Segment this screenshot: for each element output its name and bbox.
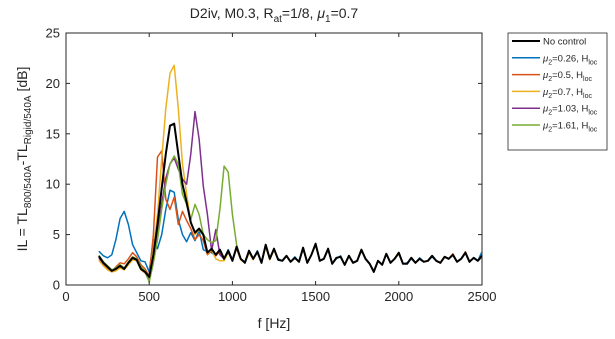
title-subscript: at <box>274 14 283 25</box>
legend-label: No control <box>543 37 586 48</box>
legend-mu-sub: 2 <box>548 59 552 66</box>
title-mu: μ <box>316 5 325 21</box>
legend-label: μ2=0.7, Hloc <box>542 87 592 100</box>
x-tick-label: 1500 <box>301 289 330 304</box>
legend-mu-sub: 2 <box>548 110 552 117</box>
x-tick-label: 2500 <box>468 289 497 304</box>
y-tick-label: 0 <box>53 278 60 293</box>
title-part: =1/8, <box>282 5 317 21</box>
x-tick-label: 1000 <box>218 289 247 304</box>
y-label-part: IL = TL <box>14 208 30 251</box>
legend-loc-sub: loc <box>588 110 597 117</box>
x-tick-label: 500 <box>138 289 160 304</box>
y-label-part: [dB] <box>14 67 30 96</box>
series-group <box>98 64 482 283</box>
y-tick-label: 25 <box>46 26 60 41</box>
y-tick-label: 5 <box>53 227 60 242</box>
title-part: =0.7 <box>331 5 359 21</box>
legend-item: μ2=0.26, Hloc <box>512 53 598 66</box>
legend-loc-sub: loc <box>583 76 592 83</box>
legend-mu: μ <box>542 53 549 64</box>
legend-text: =0.7, H <box>552 87 583 98</box>
y-label-subscript: 800/540A <box>23 165 34 208</box>
y-axis-ticks: 0 5 10 15 20 25 <box>46 26 482 293</box>
legend-label: μ2=1.61, Hloc <box>542 121 598 134</box>
x-axis-label: f [Hz] <box>258 315 291 331</box>
y-tick-label: 20 <box>46 76 60 91</box>
legend-mu: μ <box>542 70 549 81</box>
y-tick-label: 15 <box>46 126 60 141</box>
legend-label: μ2=0.26, Hloc <box>542 53 598 66</box>
y-axis-label: IL = TL800/540A-TLRigid/540A [dB] <box>14 67 34 252</box>
y-label-part: -TL <box>14 144 30 165</box>
series-line-0 <box>98 122 482 278</box>
legend-loc-sub: loc <box>588 127 597 134</box>
legend-text: =0.26, H <box>552 53 588 64</box>
x-axis-ticks: 0 500 1000 1500 2000 2500 <box>62 33 496 304</box>
title-subscript: 1 <box>325 14 331 25</box>
legend-label: μ2=0.5, Hloc <box>542 70 592 83</box>
title-part: D2iv, M0.3, R <box>190 5 274 21</box>
legend-item: μ2=1.61, Hloc <box>512 121 598 134</box>
legend-item: μ2=0.7, Hloc <box>512 87 592 100</box>
plot-area <box>65 32 483 286</box>
legend-item: μ2=0.5, Hloc <box>512 70 592 83</box>
x-tick-label: 2000 <box>384 289 413 304</box>
legend-mu: μ <box>542 104 549 115</box>
legend-mu: μ <box>542 87 549 98</box>
legend-mu-sub: 2 <box>548 76 552 83</box>
y-tick-label: 10 <box>46 177 60 192</box>
legend-label: μ2=1.03, Hloc <box>542 104 598 117</box>
legend-mu: μ <box>542 121 549 132</box>
y-label-subscript: Rigid/540A <box>23 95 34 144</box>
legend-text: =1.03, H <box>552 104 588 115</box>
x-tick-label: 0 <box>62 289 69 304</box>
legend-item: No control <box>512 37 586 48</box>
legend-text: =0.5, H <box>552 70 583 81</box>
legend-loc-sub: loc <box>588 59 597 66</box>
legend-loc-sub: loc <box>583 93 592 100</box>
legend-mu-sub: 2 <box>548 127 552 134</box>
legend-item: μ2=1.03, Hloc <box>512 104 598 117</box>
legend-text: =1.61, H <box>552 121 588 132</box>
chart-title: D2iv, M0.3, Rat=1/8, μ1=0.7 <box>190 5 359 25</box>
legend-mu-sub: 2 <box>548 93 552 100</box>
